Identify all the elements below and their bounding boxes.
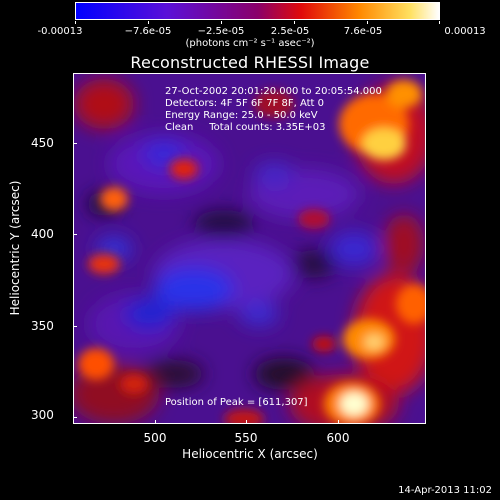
y-tick	[73, 417, 77, 418]
colorbar-tick	[367, 21, 368, 24]
colorbar-tick	[221, 21, 222, 24]
x-tick-label: 550	[234, 431, 258, 445]
colorbar	[75, 2, 440, 20]
detectors-text: Detectors: 4F 5F 6F 7F 8F, Att 0	[165, 98, 325, 109]
time-range-text: 27-Oct-2002 20:01:20.000 to 20:05:54.000	[165, 86, 382, 97]
x-tick-label: 600	[326, 431, 350, 445]
colorbar-units: (photons cm⁻² s⁻¹ asec⁻²)	[185, 38, 315, 49]
x-tick	[338, 420, 339, 424]
timestamp: 14-Apr-2013 11:02	[398, 485, 492, 496]
x-tick	[246, 420, 247, 424]
colorbar-label: −7.6e-05	[124, 26, 172, 37]
y-tick-label: 300	[31, 408, 54, 422]
colorbar-label: -0.00013	[37, 26, 83, 37]
y-axis-title: Heliocentric Y (arcsec)	[8, 180, 22, 316]
image-title: Reconstructed RHESSI Image	[130, 53, 370, 72]
x-axis-title: Heliocentric X (arcsec)	[182, 447, 318, 461]
colorbar-label: 0.00013	[444, 26, 486, 37]
y-tick	[73, 234, 77, 235]
y-tick	[73, 326, 77, 327]
y-tick-label: 450	[31, 136, 54, 150]
energy-range-text: Energy Range: 25.0 - 50.0 keV	[165, 110, 318, 121]
y-tick-label: 350	[31, 319, 54, 333]
colorbar-label: 2.5e-05	[270, 26, 310, 37]
colorbar-label: −2.5e-05	[197, 26, 245, 37]
colorbar-tick	[439, 21, 440, 24]
peak-position-text: Position of Peak = [611,307]	[165, 397, 308, 408]
colorbar-tick	[75, 21, 76, 24]
y-tick	[73, 143, 77, 144]
colorbar-label: 7.6e-05	[343, 26, 383, 37]
y-tick-label: 400	[31, 227, 54, 241]
colorbar-tick	[148, 21, 149, 24]
clean-counts-text: Clean Total counts: 3.35E+03	[165, 122, 326, 133]
x-tick-label: 500	[143, 431, 167, 445]
rhessi-image: 27-Oct-2002 20:01:20.000 to 20:05:54.000…	[73, 73, 426, 424]
x-tick	[155, 420, 156, 424]
colorbar-tick	[294, 21, 295, 24]
